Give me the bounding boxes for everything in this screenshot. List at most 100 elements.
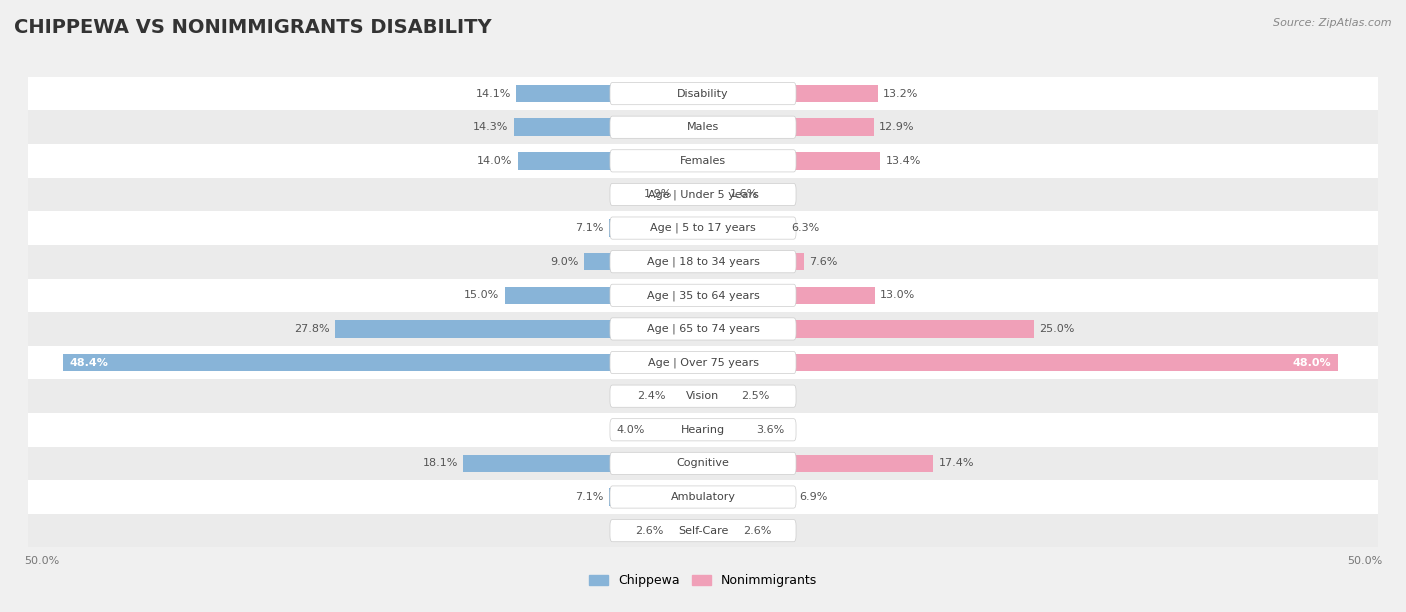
Text: 7.1%: 7.1% [575, 223, 603, 233]
Bar [678, 185, 703, 203]
FancyBboxPatch shape [610, 452, 796, 474]
Bar [703, 286, 875, 304]
FancyBboxPatch shape [610, 385, 796, 407]
Bar [15, 346, 1391, 379]
Bar [335, 320, 610, 338]
Bar [15, 480, 1391, 514]
Bar [513, 119, 610, 136]
FancyBboxPatch shape [610, 419, 796, 441]
Bar [703, 219, 786, 237]
Bar [583, 253, 610, 271]
FancyBboxPatch shape [610, 150, 796, 172]
Text: 17.4%: 17.4% [939, 458, 974, 468]
FancyBboxPatch shape [610, 184, 796, 206]
Bar [703, 185, 724, 203]
Bar [15, 76, 1391, 110]
Text: 6.3%: 6.3% [792, 223, 820, 233]
Text: 14.0%: 14.0% [477, 156, 512, 166]
Bar [517, 152, 610, 170]
FancyBboxPatch shape [610, 284, 796, 307]
Text: 13.4%: 13.4% [886, 156, 921, 166]
Text: 4.0%: 4.0% [616, 425, 645, 435]
Bar [703, 119, 873, 136]
Text: 14.3%: 14.3% [472, 122, 509, 132]
FancyBboxPatch shape [610, 520, 796, 542]
Text: 25.0%: 25.0% [1039, 324, 1074, 334]
Text: 27.8%: 27.8% [294, 324, 330, 334]
Bar [335, 320, 703, 338]
Bar [609, 219, 703, 237]
FancyBboxPatch shape [610, 486, 796, 508]
Text: 9.0%: 9.0% [550, 256, 579, 267]
FancyBboxPatch shape [610, 250, 796, 273]
Bar [15, 245, 1391, 278]
Text: 3.6%: 3.6% [756, 425, 785, 435]
Text: Ambulatory: Ambulatory [671, 492, 735, 502]
Bar [703, 320, 1033, 338]
Text: 18.1%: 18.1% [423, 458, 458, 468]
Text: 1.9%: 1.9% [644, 190, 672, 200]
FancyBboxPatch shape [610, 351, 796, 374]
FancyBboxPatch shape [610, 83, 796, 105]
Text: Age | 18 to 34 years: Age | 18 to 34 years [647, 256, 759, 267]
Bar [703, 522, 737, 539]
Bar [703, 152, 880, 170]
Bar [650, 421, 703, 439]
Text: 12.9%: 12.9% [879, 122, 914, 132]
Bar [62, 354, 610, 371]
Text: 6.9%: 6.9% [800, 492, 828, 502]
Text: 13.0%: 13.0% [880, 290, 915, 300]
Bar [609, 488, 703, 506]
Bar [669, 522, 703, 539]
Text: Cognitive: Cognitive [676, 458, 730, 468]
Text: Vision: Vision [686, 391, 720, 401]
FancyBboxPatch shape [610, 217, 796, 239]
Text: Age | Over 75 years: Age | Over 75 years [648, 357, 758, 368]
Bar [703, 387, 737, 405]
Text: Age | 5 to 17 years: Age | 5 to 17 years [650, 223, 756, 233]
Text: CHIPPEWA VS NONIMMIGRANTS DISABILITY: CHIPPEWA VS NONIMMIGRANTS DISABILITY [14, 18, 492, 37]
Text: 2.6%: 2.6% [636, 526, 664, 536]
Bar [15, 514, 1391, 548]
Bar [15, 177, 1391, 211]
Text: Males: Males [688, 122, 718, 132]
Bar [15, 379, 1391, 413]
Bar [703, 253, 804, 271]
Text: 2.4%: 2.4% [637, 391, 666, 401]
Text: Disability: Disability [678, 89, 728, 99]
Text: Source: ZipAtlas.com: Source: ZipAtlas.com [1274, 18, 1392, 28]
Text: Hearing: Hearing [681, 425, 725, 435]
Text: 7.1%: 7.1% [575, 492, 603, 502]
Bar [703, 421, 751, 439]
Text: 48.4%: 48.4% [69, 357, 108, 368]
Bar [15, 110, 1391, 144]
Bar [703, 354, 1339, 371]
Bar [583, 253, 703, 271]
Bar [516, 85, 703, 102]
Text: Age | Under 5 years: Age | Under 5 years [648, 189, 758, 200]
Bar [671, 387, 703, 405]
FancyBboxPatch shape [610, 318, 796, 340]
Text: 2.5%: 2.5% [741, 391, 769, 401]
Text: 13.2%: 13.2% [883, 89, 918, 99]
Bar [703, 455, 934, 472]
Text: 48.0%: 48.0% [1294, 357, 1331, 368]
Bar [464, 455, 703, 472]
Bar [516, 85, 610, 102]
Bar [15, 211, 1391, 245]
FancyBboxPatch shape [610, 116, 796, 138]
Bar [517, 152, 703, 170]
Text: 2.6%: 2.6% [742, 526, 770, 536]
Bar [15, 413, 1391, 447]
Text: Age | 35 to 64 years: Age | 35 to 64 years [647, 290, 759, 300]
Text: 7.6%: 7.6% [808, 256, 837, 267]
Text: 1.6%: 1.6% [730, 190, 758, 200]
Text: 15.0%: 15.0% [464, 290, 499, 300]
Bar [62, 354, 703, 371]
Bar [513, 119, 703, 136]
Text: 14.1%: 14.1% [475, 89, 512, 99]
Bar [703, 85, 877, 102]
Text: Females: Females [681, 156, 725, 166]
Bar [15, 278, 1391, 312]
Bar [15, 447, 1391, 480]
